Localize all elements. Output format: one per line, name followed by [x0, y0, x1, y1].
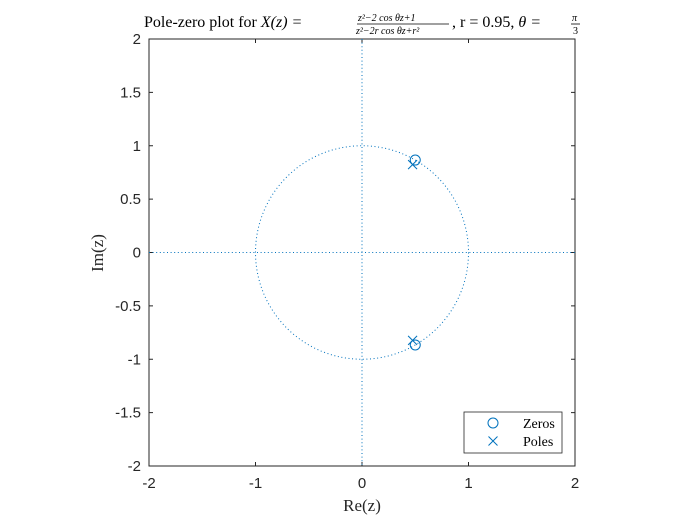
x-tick-label: 0 [358, 475, 366, 492]
title-theta-denominator: 3 [573, 26, 578, 37]
x-tick-label: -2 [142, 475, 155, 492]
zero-marker [409, 154, 421, 166]
title-theta-numerator: π [572, 13, 578, 24]
x-tick-label: -1 [249, 475, 262, 492]
title-fraction-denominator: z²−2r cos θz+r² [355, 26, 420, 37]
y-tick-label: -0.5 [115, 298, 141, 315]
data-markers [407, 154, 421, 351]
x-axis-label: Re(z) [343, 496, 381, 515]
chart-title: Pole-zero plot for X(z) = [144, 14, 302, 31]
y-tick-label: 0.5 [120, 191, 141, 208]
legend-box [463, 411, 563, 454]
y-axis-label: Im(z) [88, 234, 107, 272]
pole-marker [407, 335, 418, 346]
title-theta-part: θ = [518, 14, 541, 31]
zero-marker [409, 339, 421, 351]
legend-zeros-marker [487, 417, 499, 429]
x-tick-label: 2 [571, 475, 579, 492]
reference-lines [149, 39, 575, 466]
y-tick-label: 2 [133, 31, 141, 48]
y-tick-label: 0 [133, 245, 141, 262]
pole-marker [407, 159, 418, 170]
y-tick-label: -1.5 [115, 405, 141, 422]
legend: Zeros Poles [463, 411, 563, 454]
y-tick-label: -2 [128, 458, 141, 475]
title-fraction-numerator: z²−2 cos θz+1 [357, 13, 416, 24]
y-tick-label: -1 [128, 351, 141, 368]
legend-zeros-label: Zeros [523, 417, 555, 432]
x-tick-label: 1 [464, 475, 472, 492]
title-parameters: , r = 0.95, θ = [452, 14, 541, 31]
unit-circle [255, 145, 469, 360]
legend-poles-marker [488, 436, 498, 446]
y-tick-label: 1 [133, 138, 141, 155]
y-tick-label: 1.5 [120, 84, 141, 101]
title-prefix: Pole-zero plot for [144, 14, 261, 31]
title-r-part: , r = 0.95, [452, 14, 518, 31]
axis-ticks: -2 -1 0 1 2 2 1.5 1 0.5 0 -0.5 -1 -1.5 -2 [115, 31, 579, 492]
legend-poles-label: Poles [523, 435, 553, 450]
title-lhs: X(z) = [260, 14, 302, 31]
